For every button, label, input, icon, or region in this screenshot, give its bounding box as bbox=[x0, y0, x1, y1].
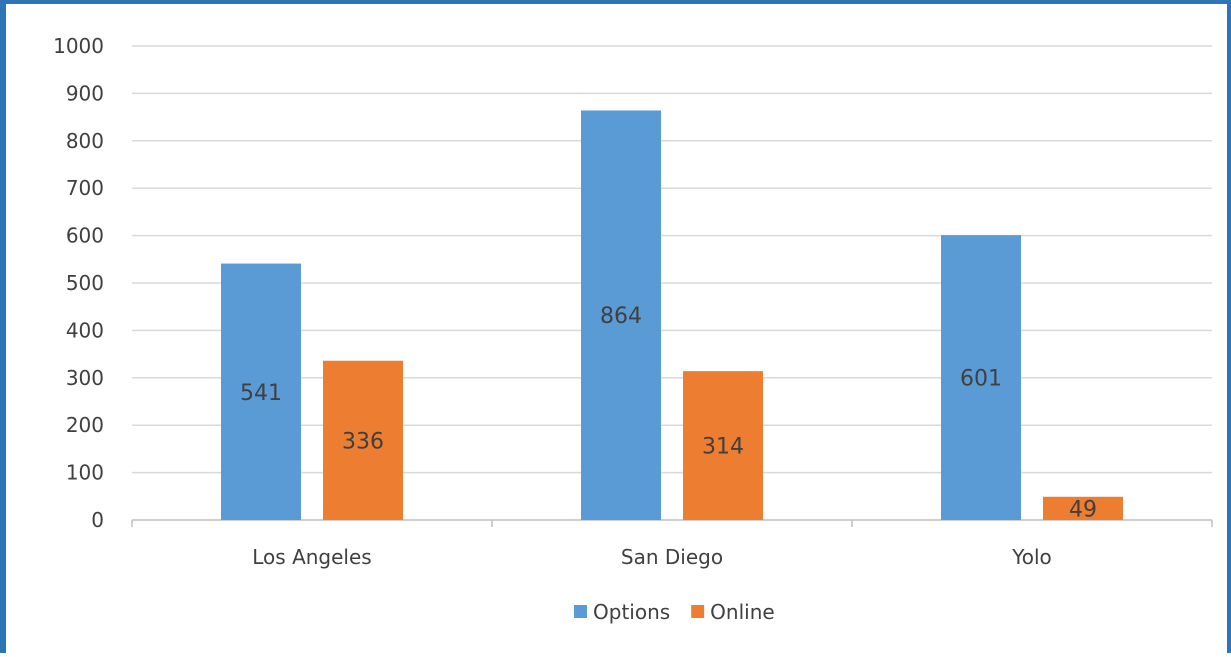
y-tick-label: 600 bbox=[66, 224, 104, 248]
legend-swatch bbox=[691, 605, 705, 618]
bar-online-yolo bbox=[1043, 496, 1123, 520]
data-labels: 541 336 864 314 601 49 bbox=[240, 304, 1097, 522]
data-label: 864 bbox=[600, 304, 642, 329]
x-axis-category-labels: Los Angeles San Diego Yolo bbox=[252, 545, 1052, 569]
bar-options-san-diego bbox=[581, 110, 661, 521]
y-tick-label: 700 bbox=[66, 176, 104, 200]
y-tick-label: 100 bbox=[66, 461, 104, 485]
data-label: 601 bbox=[960, 367, 1002, 392]
category-label: Yolo bbox=[1011, 545, 1052, 569]
data-label: 49 bbox=[1069, 497, 1097, 522]
bar-options-yolo bbox=[941, 235, 1021, 520]
y-tick-label: 0 bbox=[91, 508, 104, 532]
y-tick-label: 300 bbox=[66, 366, 104, 390]
legend-label: Online bbox=[710, 600, 775, 624]
bar-chart: 0 100 200 300 400 500 600 700 800 900 1000 541 336 8… bbox=[53, 34, 1213, 624]
y-axis-tick-labels: 0 100 200 300 400 500 600 700 800 900 1000 bbox=[53, 34, 104, 532]
bar-options-los-angeles bbox=[221, 263, 301, 520]
category-label: Los Angeles bbox=[252, 545, 371, 569]
y-tick-label: 200 bbox=[66, 413, 104, 437]
y-tick-label: 500 bbox=[66, 271, 104, 295]
y-tick-label: 900 bbox=[66, 81, 104, 105]
gridlines bbox=[132, 45, 1212, 474]
y-tick-label: 800 bbox=[66, 129, 104, 153]
y-tick-label: 400 bbox=[66, 318, 104, 342]
legend: Options Online bbox=[574, 600, 775, 624]
category-label: San Diego bbox=[621, 545, 723, 569]
bar-online-los-angeles bbox=[323, 360, 403, 520]
data-label: 541 bbox=[240, 381, 282, 406]
data-label: 314 bbox=[702, 435, 744, 460]
bar-online-san-diego bbox=[683, 371, 763, 520]
data-label: 336 bbox=[342, 429, 384, 454]
bars bbox=[221, 110, 1123, 521]
y-tick-label: 1000 bbox=[53, 34, 104, 58]
x-axis bbox=[131, 519, 1213, 527]
legend-swatch bbox=[574, 605, 587, 618]
legend-label: Options bbox=[593, 600, 670, 624]
